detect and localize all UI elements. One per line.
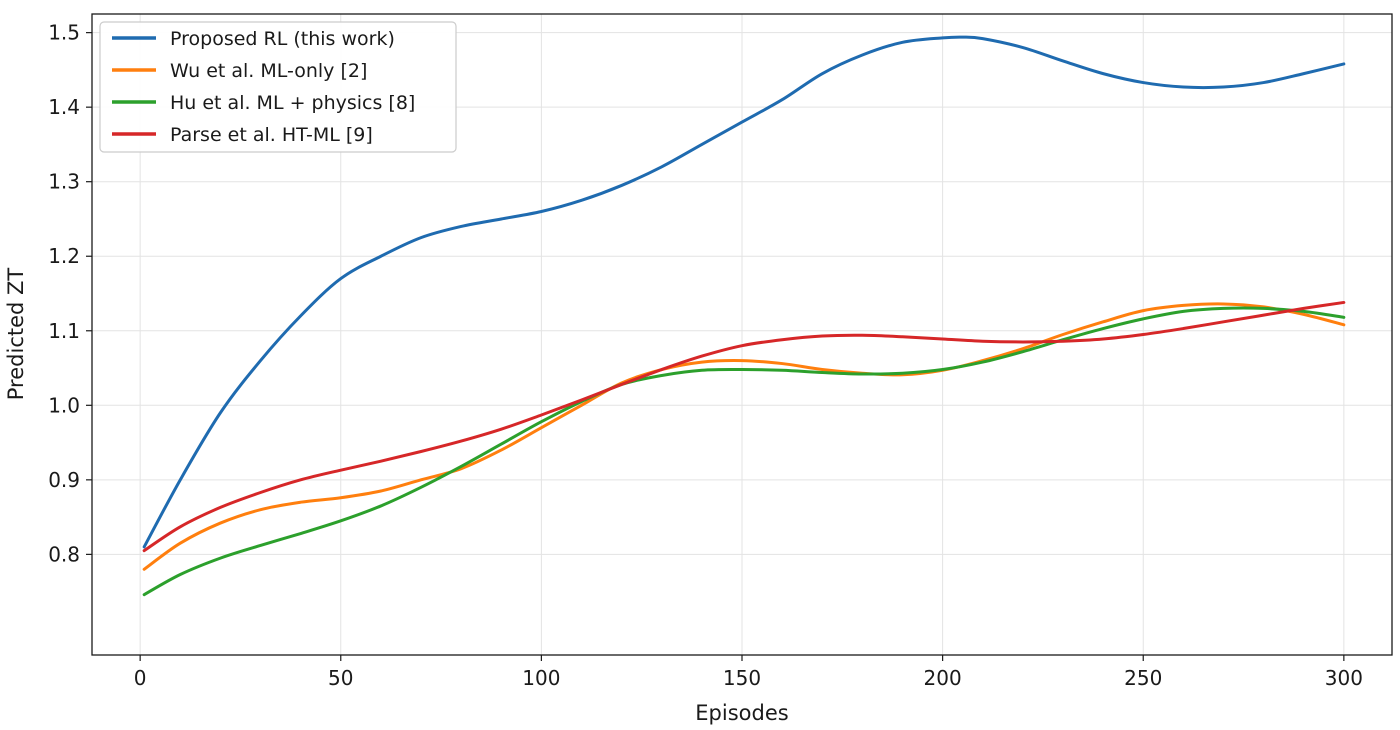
y-tick-label: 1.4 (48, 95, 80, 119)
y-axis: 0.8 0.9 1.0 1.1 1.2 1.3 1.4 1.5 (48, 21, 92, 566)
series-line-hu-et-al-ml-physics-8 (142, 306, 1346, 597)
y-tick-label: 0.9 (48, 468, 80, 492)
legend-label-hu-et-al-ml-physics-8: Hu et al. ML + physics [8] (170, 92, 415, 114)
x-axis-label: Episodes (695, 701, 788, 725)
x-tick-label: 0 (134, 666, 147, 690)
y-tick-label: 1.1 (48, 319, 80, 343)
series-line-parse-et-al-ht-ml-9 (142, 300, 1346, 553)
x-tick-label: 150 (723, 666, 761, 690)
legend-box (99, 21, 457, 153)
x-tick-label: 50 (328, 666, 353, 690)
series-layer (142, 35, 1346, 597)
y-tick-label: 0.8 (48, 542, 80, 566)
x-axis: 0 50 100 150 200 250 300 (134, 655, 1363, 690)
x-tick-label: 300 (1325, 666, 1363, 690)
x-tick-label: 250 (1124, 666, 1162, 690)
x-tick-label: 200 (924, 666, 962, 690)
legend-label-parse-et-al-ht-ml-9: Parse et al. HT-ML [9] (170, 124, 373, 146)
series-line-wu-et-al-ml-only-2 (142, 302, 1346, 571)
y-tick-label: 1.0 (48, 393, 80, 417)
y-tick-label: 1.5 (48, 21, 80, 45)
y-tick-label: 1.3 (48, 170, 80, 194)
legend-label-wu-et-al-ml-only-2: Wu et al. ML-only [2] (170, 60, 367, 82)
legend-label-proposed-rl-this-work: Proposed RL (this work) (170, 28, 395, 50)
x-tick-label: 100 (522, 666, 560, 690)
legend: Proposed RL (this work) Wu et al. ML-only… (99, 21, 457, 153)
series-line-proposed-rl-this-work (142, 35, 1346, 549)
y-tick-label: 1.2 (48, 244, 80, 268)
y-axis-label: Predicted ZT (4, 268, 28, 401)
